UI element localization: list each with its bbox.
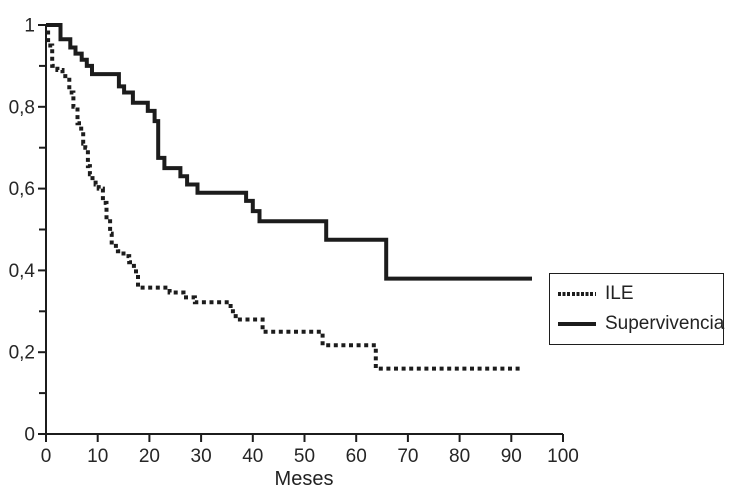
ile-dotted-line-sample <box>558 291 596 296</box>
y-tick-label: 0,6 <box>9 179 35 200</box>
y-tick-label: 1 <box>24 16 35 37</box>
x-tick-label: 50 <box>294 446 315 467</box>
y-tick-label: 0,8 <box>9 97 35 118</box>
series-supervivencia-curve <box>46 23 532 281</box>
x-tick-label: 60 <box>346 446 367 467</box>
series-ile-curve <box>46 23 522 371</box>
x-tick-label: 40 <box>242 446 263 467</box>
legend-item-ile: ILE <box>558 283 723 305</box>
x-tick-label: 10 <box>87 446 108 467</box>
x-tick-label: 80 <box>449 446 470 467</box>
legend-label-supervivencia: Supervivencia <box>605 313 725 335</box>
x-tick-label: 20 <box>139 446 160 467</box>
y-tick-label: 0,2 <box>9 343 35 364</box>
x-tick-label: 0 <box>41 446 52 467</box>
x-tick-label: 100 <box>547 446 579 467</box>
legend: ILE Supervivencia <box>549 273 724 345</box>
supervivencia-solid-line-sample <box>558 322 596 327</box>
legend-item-supervivencia: Supervivencia <box>558 313 725 335</box>
y-tick-label: 0,4 <box>9 261 36 282</box>
x-tick-label: 30 <box>191 446 212 467</box>
x-axis-title: Meses <box>274 468 334 490</box>
y-tick-label: 0 <box>24 425 35 446</box>
legend-label-ile: ILE <box>605 282 634 304</box>
x-tick-label: 90 <box>501 446 522 467</box>
x-tick-label: 70 <box>397 446 418 467</box>
